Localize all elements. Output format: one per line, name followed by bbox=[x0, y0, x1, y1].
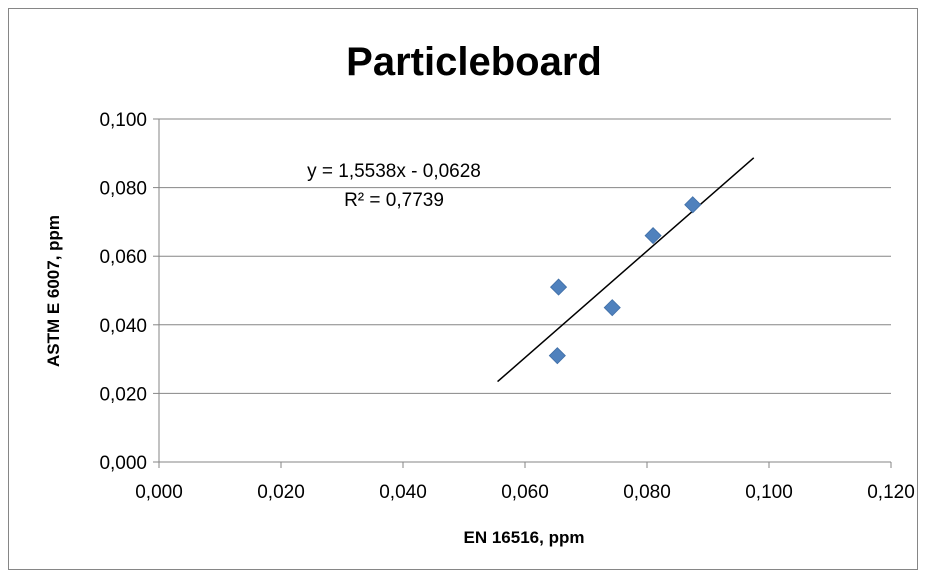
data-point bbox=[548, 347, 566, 365]
trendline-equation: y = 1,5538x - 0,0628 bbox=[307, 161, 481, 182]
data-point bbox=[684, 196, 702, 214]
tick-labels: 0,000 0,020 0,040 0,060 0,080 0,100 0,000 0,020… bbox=[99, 110, 914, 503]
x-tick-label: 0,020 bbox=[257, 482, 305, 503]
y-tick-label: 0,100 bbox=[99, 110, 147, 131]
axes bbox=[153, 118, 892, 468]
x-tick-label: 0,100 bbox=[745, 482, 793, 503]
y-axis-label: ASTM E 6007, ppm bbox=[44, 215, 63, 367]
x-tick-label: 0,080 bbox=[623, 482, 671, 503]
data-point bbox=[549, 278, 568, 296]
trendline-group bbox=[497, 157, 755, 383]
trendline bbox=[497, 157, 755, 383]
chart-title: Particleboard bbox=[346, 40, 602, 84]
y-tick-label: 0,000 bbox=[99, 453, 147, 474]
x-tick-label: 0,120 bbox=[867, 482, 915, 503]
trendline-r-squared: R² = 0,7739 bbox=[344, 190, 444, 211]
x-tick-label: 0,000 bbox=[135, 482, 183, 503]
data-point bbox=[644, 227, 662, 245]
x-axis-label: EN 16516, ppm bbox=[464, 528, 585, 547]
y-tick-label: 0,040 bbox=[99, 316, 147, 337]
y-tick-label: 0,020 bbox=[99, 384, 147, 405]
gridlines bbox=[159, 118, 891, 394]
x-tick-label: 0,040 bbox=[379, 482, 427, 503]
y-tick-label: 0,080 bbox=[99, 179, 147, 200]
y-tick-label: 0,060 bbox=[99, 247, 147, 268]
data-points bbox=[548, 196, 702, 365]
x-tick-label: 0,060 bbox=[501, 482, 549, 503]
data-point bbox=[603, 299, 621, 317]
chart-area bbox=[8, 8, 918, 570]
